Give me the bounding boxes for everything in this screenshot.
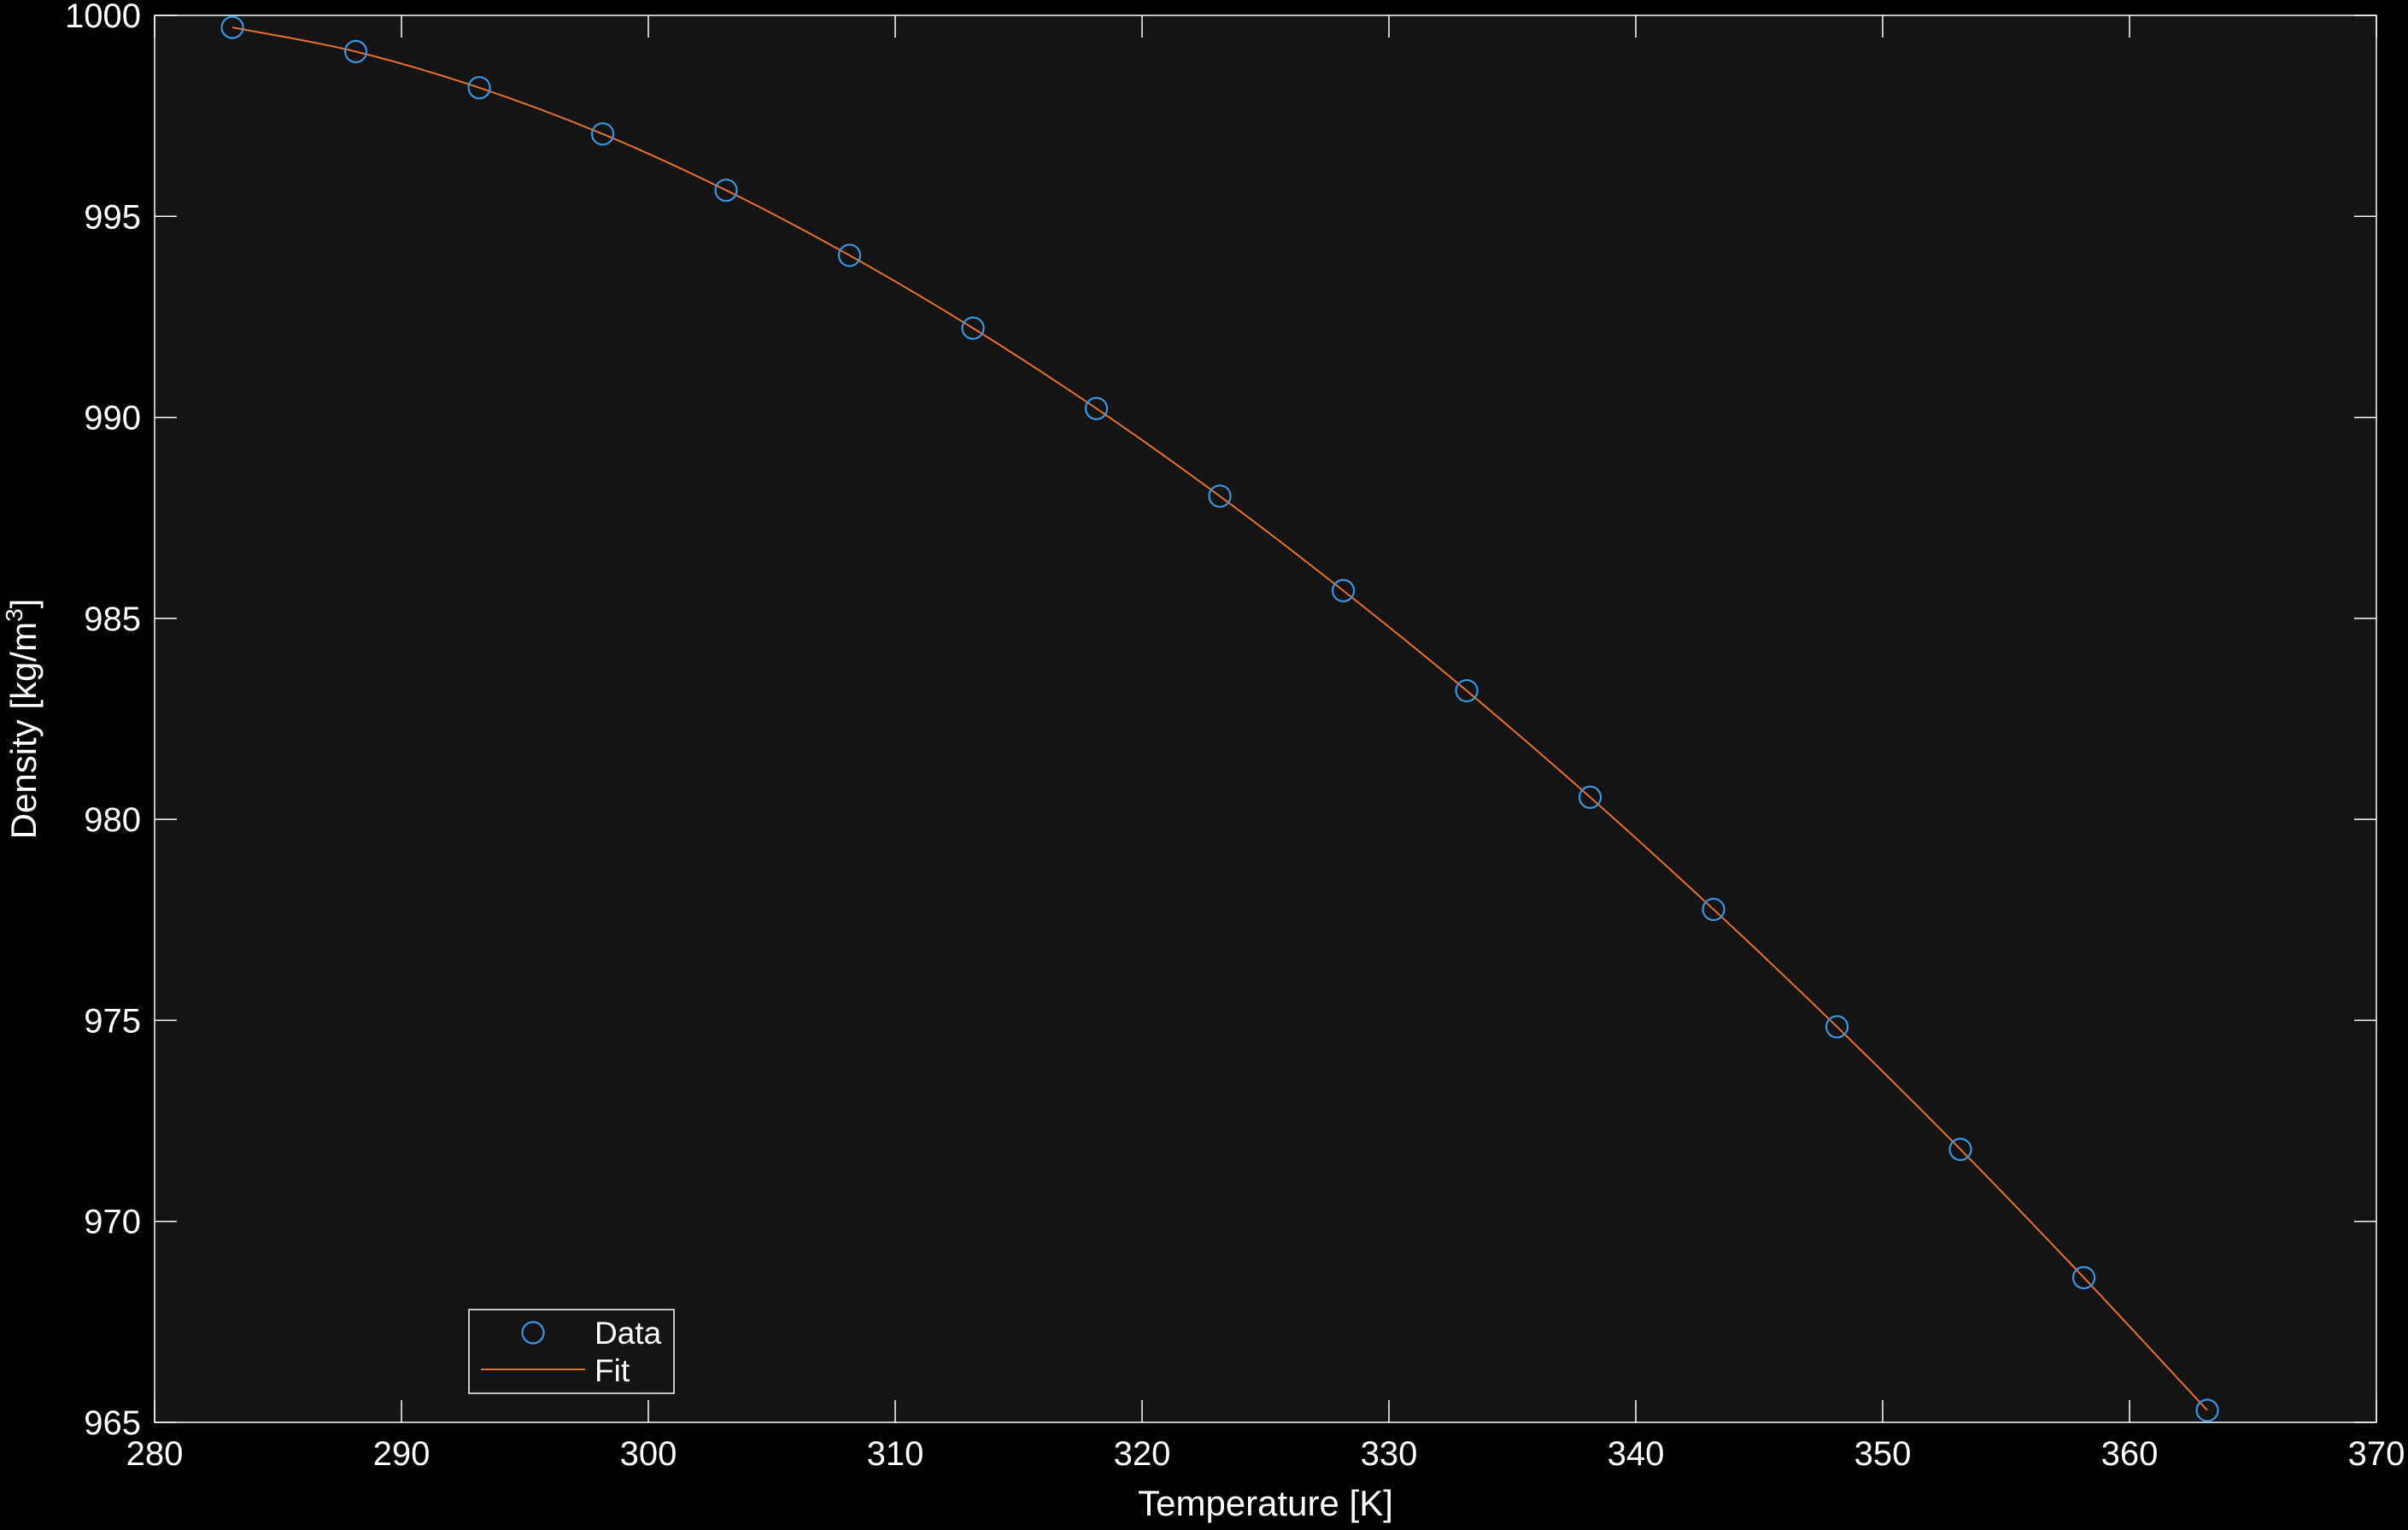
data-point (1578, 785, 1602, 809)
legend-box (468, 1309, 675, 1394)
y-tick-label: 1000 (65, 0, 141, 35)
y-tick-label: 965 (84, 1404, 141, 1442)
data-point (1084, 396, 1109, 420)
data-point (1948, 1137, 1972, 1162)
y-tick-label: 995 (84, 198, 141, 236)
legend-fit-label: Fit (595, 1353, 630, 1388)
ticks-layer: 280 290 300 310 320 330 340 350 360 370 965 970 975 9… (65, 0, 2405, 1473)
data-point (2195, 1398, 2219, 1422)
data-point (837, 243, 862, 267)
y-axis-label-superscript: 3 (1, 608, 27, 622)
x-tick-label: 340 (1608, 1435, 1665, 1473)
y-tick-label: 985 (84, 601, 141, 638)
legend-data-marker (521, 1321, 545, 1345)
data-point (1702, 897, 1725, 922)
data-point (1208, 484, 1232, 508)
y-axis-label: Density [kg/m3] (1, 599, 44, 840)
x-tick-label: 320 (1114, 1435, 1171, 1473)
data-point (343, 39, 368, 63)
data-point (1331, 578, 1356, 602)
x-tick-label: 300 (620, 1435, 677, 1473)
data-point (590, 122, 615, 146)
series-layer (220, 15, 2219, 1422)
x-tick-label: 330 (1361, 1435, 1418, 1473)
x-axis-label: Temperature [K] (1138, 1483, 1393, 1523)
y-tick-label: 980 (84, 801, 141, 839)
y-tick-label: 975 (84, 1002, 141, 1040)
x-tick-label: 350 (1854, 1435, 1912, 1473)
x-tick-label: 280 (126, 1435, 184, 1473)
fit-line (231, 26, 2208, 1411)
x-tick-label: 370 (2348, 1435, 2405, 1473)
legend-data-label: Data (595, 1316, 662, 1351)
axes-background (155, 15, 2376, 1422)
plot-area (154, 15, 2377, 1423)
axes-frame (154, 15, 2377, 1423)
y-axis-label-close: ] (3, 599, 44, 609)
data-point (1455, 678, 1479, 703)
data-point (961, 316, 985, 340)
y-tick-label: 990 (84, 400, 141, 437)
data-point (467, 76, 491, 100)
data-point (714, 179, 738, 202)
y-tick-label: 970 (84, 1204, 141, 1241)
labels-layer: Temperature [K] Density [kg/m3] (1, 599, 1393, 1523)
data-point (2071, 1265, 2096, 1290)
data-point (220, 15, 244, 39)
data-point (1825, 1015, 1849, 1039)
x-tick-label: 310 (867, 1435, 924, 1473)
x-tick-label: 290 (373, 1435, 431, 1473)
y-axis-label-main: Density [kg/m (3, 622, 44, 839)
x-tick-label: 360 (2101, 1435, 2159, 1473)
